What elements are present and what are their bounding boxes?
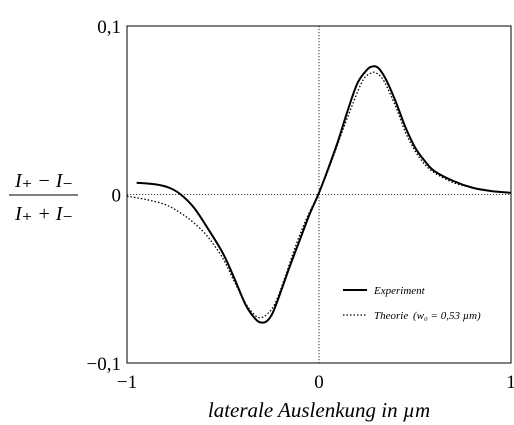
legend-theorie-name: Theorie bbox=[374, 310, 408, 322]
legend-experiment-label: Experiment bbox=[373, 285, 426, 297]
y-axis-ticks: −0,1 0 0,1 bbox=[87, 17, 121, 375]
y-tick-label: 0 bbox=[112, 186, 122, 207]
y-axis-label-numerator: I₊ − I₋ bbox=[14, 170, 73, 192]
x-tick-label: 0 bbox=[314, 372, 324, 393]
legend: Experiment Theorie (w₀ = 0,53 µm) bbox=[343, 285, 481, 322]
legend-theorie-label: Theorie (w₀ = 0,53 µm) bbox=[374, 310, 481, 322]
x-axis-label: laterale Auslenkung in µm bbox=[208, 398, 430, 422]
y-tick-label: 0,1 bbox=[97, 17, 121, 38]
x-axis-ticks: −1 0 1 bbox=[117, 372, 514, 393]
x-tick-label: −1 bbox=[117, 372, 137, 393]
y-tick-label: −0,1 bbox=[87, 354, 121, 375]
y-axis-label-denominator: I₊ + I₋ bbox=[14, 203, 73, 225]
series-experiment-line bbox=[136, 65, 512, 324]
series-theorie-line bbox=[126, 71, 512, 319]
x-tick-label: 1 bbox=[506, 372, 514, 393]
legend-theorie-formula: (w₀ = 0,53 µm) bbox=[413, 310, 481, 322]
y-axis-label: I₊ − I₋ I₊ + I₋ bbox=[9, 170, 78, 225]
